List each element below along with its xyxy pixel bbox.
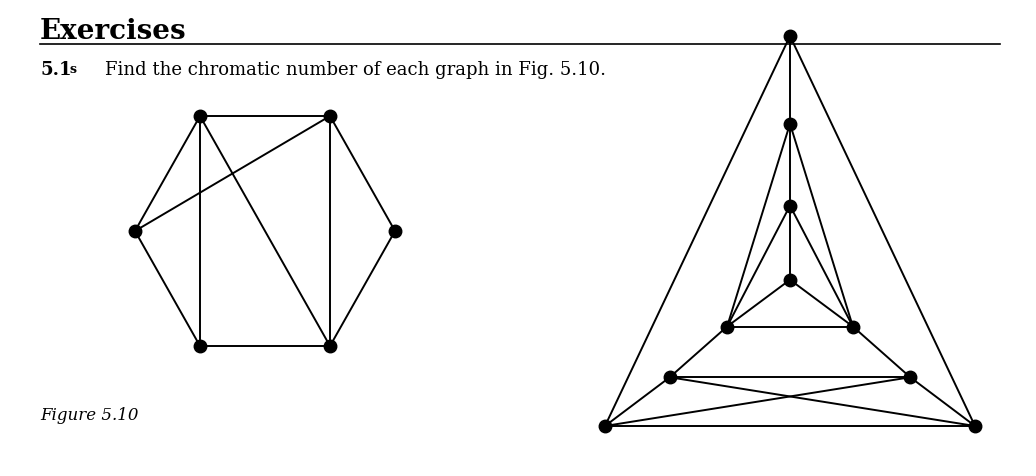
Text: Find the chromatic number of each graph in Fig. 5.10.: Find the chromatic number of each graph … <box>105 61 606 79</box>
Text: Figure 5.10: Figure 5.10 <box>40 407 139 424</box>
Text: s: s <box>70 63 77 76</box>
Text: Exercises: Exercises <box>40 18 186 45</box>
Text: 5.1: 5.1 <box>40 61 71 79</box>
